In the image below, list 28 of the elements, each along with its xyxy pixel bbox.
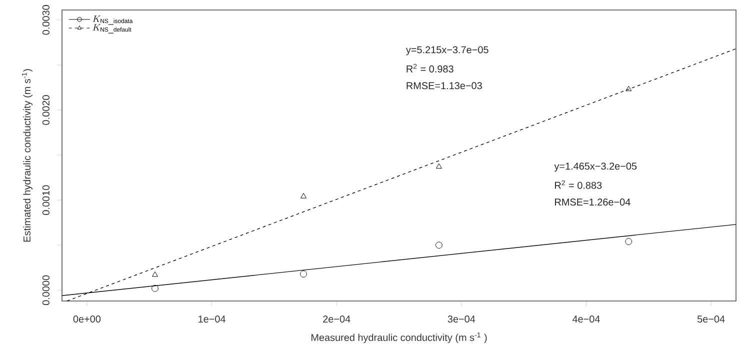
x-tick-label: 4e−04 <box>572 316 600 323</box>
point <box>152 284 158 292</box>
y-tick-label: 0.0000 <box>42 275 50 306</box>
point <box>626 86 632 92</box>
point <box>436 242 442 249</box>
x-axis-title: Measured hydraulic conductivity (m s$^{-1}$ ) <box>311 332 487 343</box>
x-tick-label: 0e+00 <box>73 316 101 323</box>
x-tick-label: 2e−04 <box>323 316 350 323</box>
annotation: RMSE=1.13e−03 <box>406 82 482 90</box>
y-tick-label: 0.0010 <box>42 185 50 215</box>
legend-label: $K_{\mathrm{NS\_isodata}}$ <box>92 16 133 25</box>
y-tick-label: 0.0030 <box>42 5 50 35</box>
y-tick-label: 0.0020 <box>42 95 50 125</box>
point <box>625 238 632 245</box>
point <box>300 193 307 198</box>
point <box>436 163 442 169</box>
x-tick-label: 3e−04 <box>448 316 476 323</box>
annotation: R$^{2}$ = 0.983 <box>406 64 454 72</box>
legend-label: $K_{\mathrm{NS\_default}}$ <box>92 24 132 34</box>
annotation: R$^{2}$ = 0.883 <box>555 180 602 189</box>
annotation: RMSE=1.26e−04 <box>555 198 630 206</box>
annotation: y=1.465x−3.2e−05 <box>554 162 637 172</box>
point <box>152 271 158 277</box>
annotation: y=5.215x−3.7e−05 <box>406 46 488 56</box>
x-tick-label: 5e−04 <box>697 316 725 323</box>
x-tick-label: 1e−04 <box>198 316 226 323</box>
point <box>300 270 307 278</box>
y-axis-title: Estimated hydraulic conductivity (m s$^{-1}$) <box>22 69 32 242</box>
